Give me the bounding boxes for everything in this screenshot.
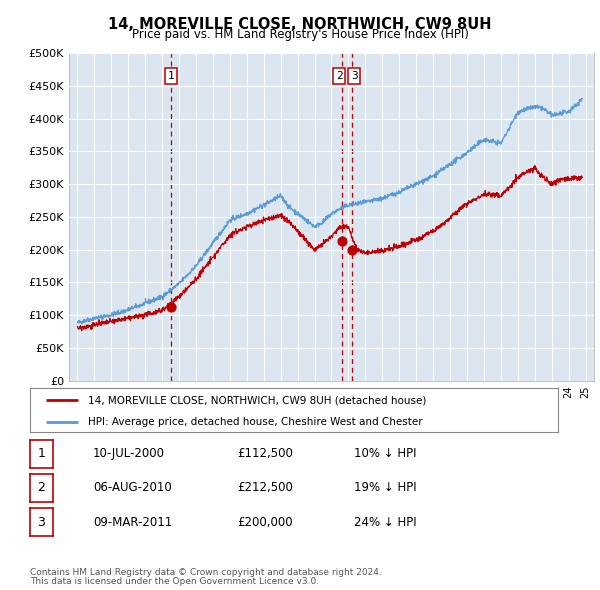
Text: 19% ↓ HPI: 19% ↓ HPI [354, 481, 416, 494]
Text: 09-MAR-2011: 09-MAR-2011 [93, 516, 172, 529]
Text: HPI: Average price, detached house, Cheshire West and Chester: HPI: Average price, detached house, Ches… [88, 417, 423, 427]
Point [337, 237, 346, 246]
Text: £112,500: £112,500 [237, 447, 293, 460]
Text: £200,000: £200,000 [237, 516, 293, 529]
Text: 10% ↓ HPI: 10% ↓ HPI [354, 447, 416, 460]
Text: Price paid vs. HM Land Registry's House Price Index (HPI): Price paid vs. HM Land Registry's House … [131, 28, 469, 41]
Text: 1: 1 [37, 447, 46, 460]
Text: Contains HM Land Registry data © Crown copyright and database right 2024.: Contains HM Land Registry data © Crown c… [30, 568, 382, 577]
Text: 1: 1 [168, 71, 175, 81]
Text: 14, MOREVILLE CLOSE, NORTHWICH, CW9 8UH: 14, MOREVILLE CLOSE, NORTHWICH, CW9 8UH [108, 17, 492, 31]
Text: 10-JUL-2000: 10-JUL-2000 [93, 447, 165, 460]
Text: 3: 3 [37, 516, 46, 529]
Text: 3: 3 [351, 71, 358, 81]
Point [347, 245, 356, 254]
Point [166, 302, 176, 312]
Text: This data is licensed under the Open Government Licence v3.0.: This data is licensed under the Open Gov… [30, 578, 319, 586]
Text: 06-AUG-2010: 06-AUG-2010 [93, 481, 172, 494]
Text: 14, MOREVILLE CLOSE, NORTHWICH, CW9 8UH (detached house): 14, MOREVILLE CLOSE, NORTHWICH, CW9 8UH … [88, 395, 427, 405]
Text: 24% ↓ HPI: 24% ↓ HPI [354, 516, 416, 529]
Text: 2: 2 [37, 481, 46, 494]
Text: 2: 2 [336, 71, 343, 81]
Text: £212,500: £212,500 [237, 481, 293, 494]
